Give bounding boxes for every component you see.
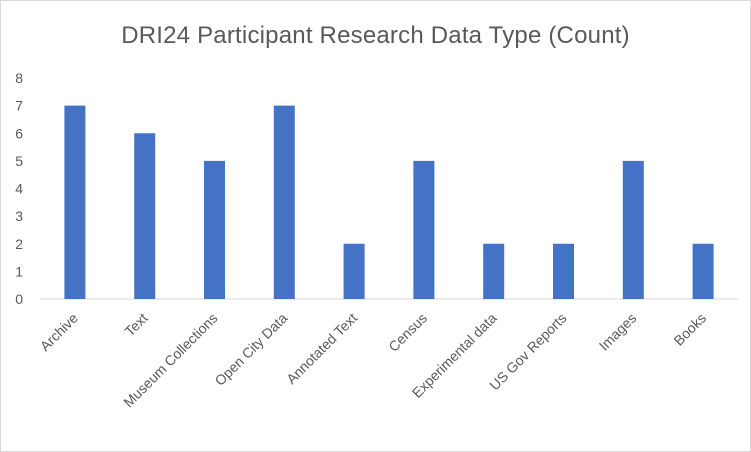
x-category-label: Books [670,310,709,349]
y-axis-ticks: 0 1 2 3 4 5 6 7 8 [15,70,23,307]
x-category-label: Annotated Text [283,310,360,387]
y-tick-label: 3 [15,208,23,224]
bar-6 [483,243,505,299]
y-tick-label: 7 [15,98,23,114]
x-category-label: Images [596,310,640,354]
y-tick-label: 4 [15,181,23,197]
x-category-label: Open City Data [211,310,290,389]
x-category-label: US Gov Reports [486,310,569,393]
x-category-label: Archive [37,310,81,354]
chart-title: DRI24 Participant Research Data Type (Co… [121,22,630,49]
y-tick-label: 0 [15,291,23,307]
x-category-label: Text [121,310,151,340]
bar-8 [622,160,644,299]
y-tick-label: 2 [15,236,23,252]
bar-5 [413,160,435,299]
y-tick-label: 6 [15,125,23,141]
bar-3 [273,105,295,299]
bar-9 [692,243,714,299]
bar-2 [204,160,225,299]
bar-4 [343,243,365,299]
x-category-label: Census [385,310,430,355]
bar-0 [64,105,86,299]
bars [64,105,714,299]
bar-7 [553,243,574,299]
y-tick-label: 8 [15,70,23,86]
y-tick-label: 5 [15,153,23,169]
bar-1 [134,133,156,299]
y-tick-label: 1 [15,263,23,279]
